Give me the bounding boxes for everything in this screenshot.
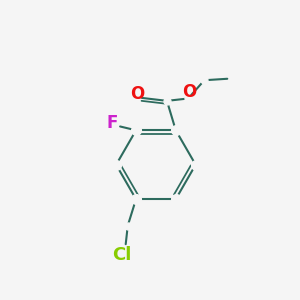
Text: O: O bbox=[130, 85, 145, 103]
Text: F: F bbox=[107, 114, 118, 132]
Text: Cl: Cl bbox=[112, 246, 132, 264]
Text: O: O bbox=[182, 83, 196, 101]
